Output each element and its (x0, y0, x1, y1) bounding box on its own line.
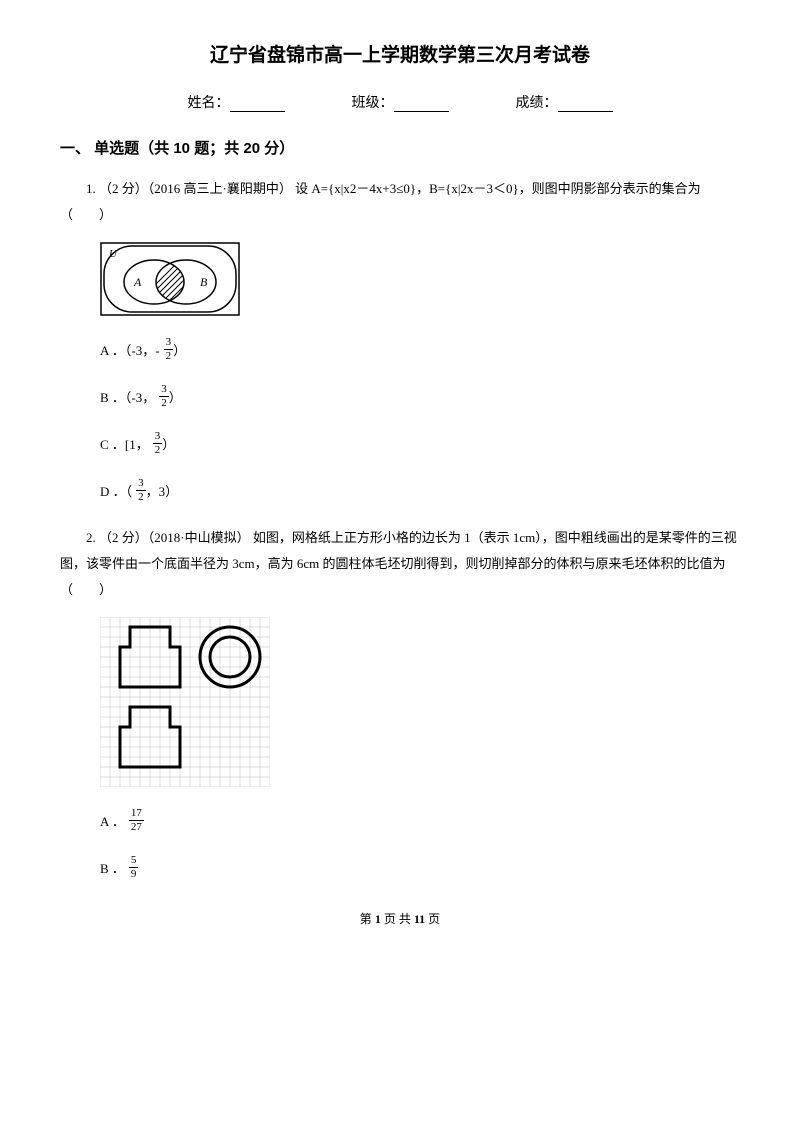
score-label: 成绩： (516, 96, 558, 111)
q1-option-b: B ．（-3， 32 ） (100, 384, 740, 409)
question-2-text: 2. （2 分）（2018·中山模拟） 如图，网格纸上正方形小格的边长为 1（表… (60, 525, 740, 603)
svg-text:U: U (109, 248, 118, 260)
student-info-line: 姓名： 班级： 成绩： (60, 92, 740, 112)
q2-option-a: A ． 1727 (100, 808, 740, 833)
fraction: 32 (164, 337, 174, 362)
name-label: 姓名： (188, 96, 230, 111)
section-1-header: 一、 单选题（共 10 题；共 20 分） (60, 137, 740, 158)
q1-option-a: A ．（-3，- 32 ） (100, 337, 740, 362)
fraction: 1727 (129, 808, 144, 833)
three-view-diagram (100, 617, 740, 792)
svg-text:B: B (200, 275, 208, 289)
name-blank (230, 97, 285, 112)
svg-text:A: A (133, 275, 142, 289)
exam-title: 辽宁省盘锦市高一上学期数学第三次月考试卷 (60, 40, 740, 67)
venn-diagram: U (100, 242, 740, 321)
score-blank (558, 97, 613, 112)
question-1-text: 1. （2 分）（2016 高三上·襄阳期中） 设 A={x|x2－4x+3≤0… (60, 176, 740, 228)
fraction: 32 (159, 384, 169, 409)
q2-options: A ． 1727 B ． 59 (100, 808, 740, 880)
class-label: 班级： (352, 96, 394, 111)
fraction: 32 (136, 478, 146, 503)
q1-options: A ．（-3，- 32 ） B ．（-3， 32 ） C ．[1， 32 ） D… (100, 337, 740, 503)
exam-page: 辽宁省盘锦市高一上学期数学第三次月考试卷 姓名： 班级： 成绩： 一、 单选题（… (0, 0, 800, 957)
q2-option-b: B ． 59 (100, 855, 740, 880)
fraction: 59 (129, 855, 139, 880)
page-footer: 第 1 页 共 11 页 (60, 910, 740, 927)
q1-option-d: D ．（ 32 ，3） (100, 478, 740, 503)
class-blank (394, 97, 449, 112)
q1-option-c: C ．[1， 32 ） (100, 431, 740, 456)
fraction: 32 (153, 431, 163, 456)
